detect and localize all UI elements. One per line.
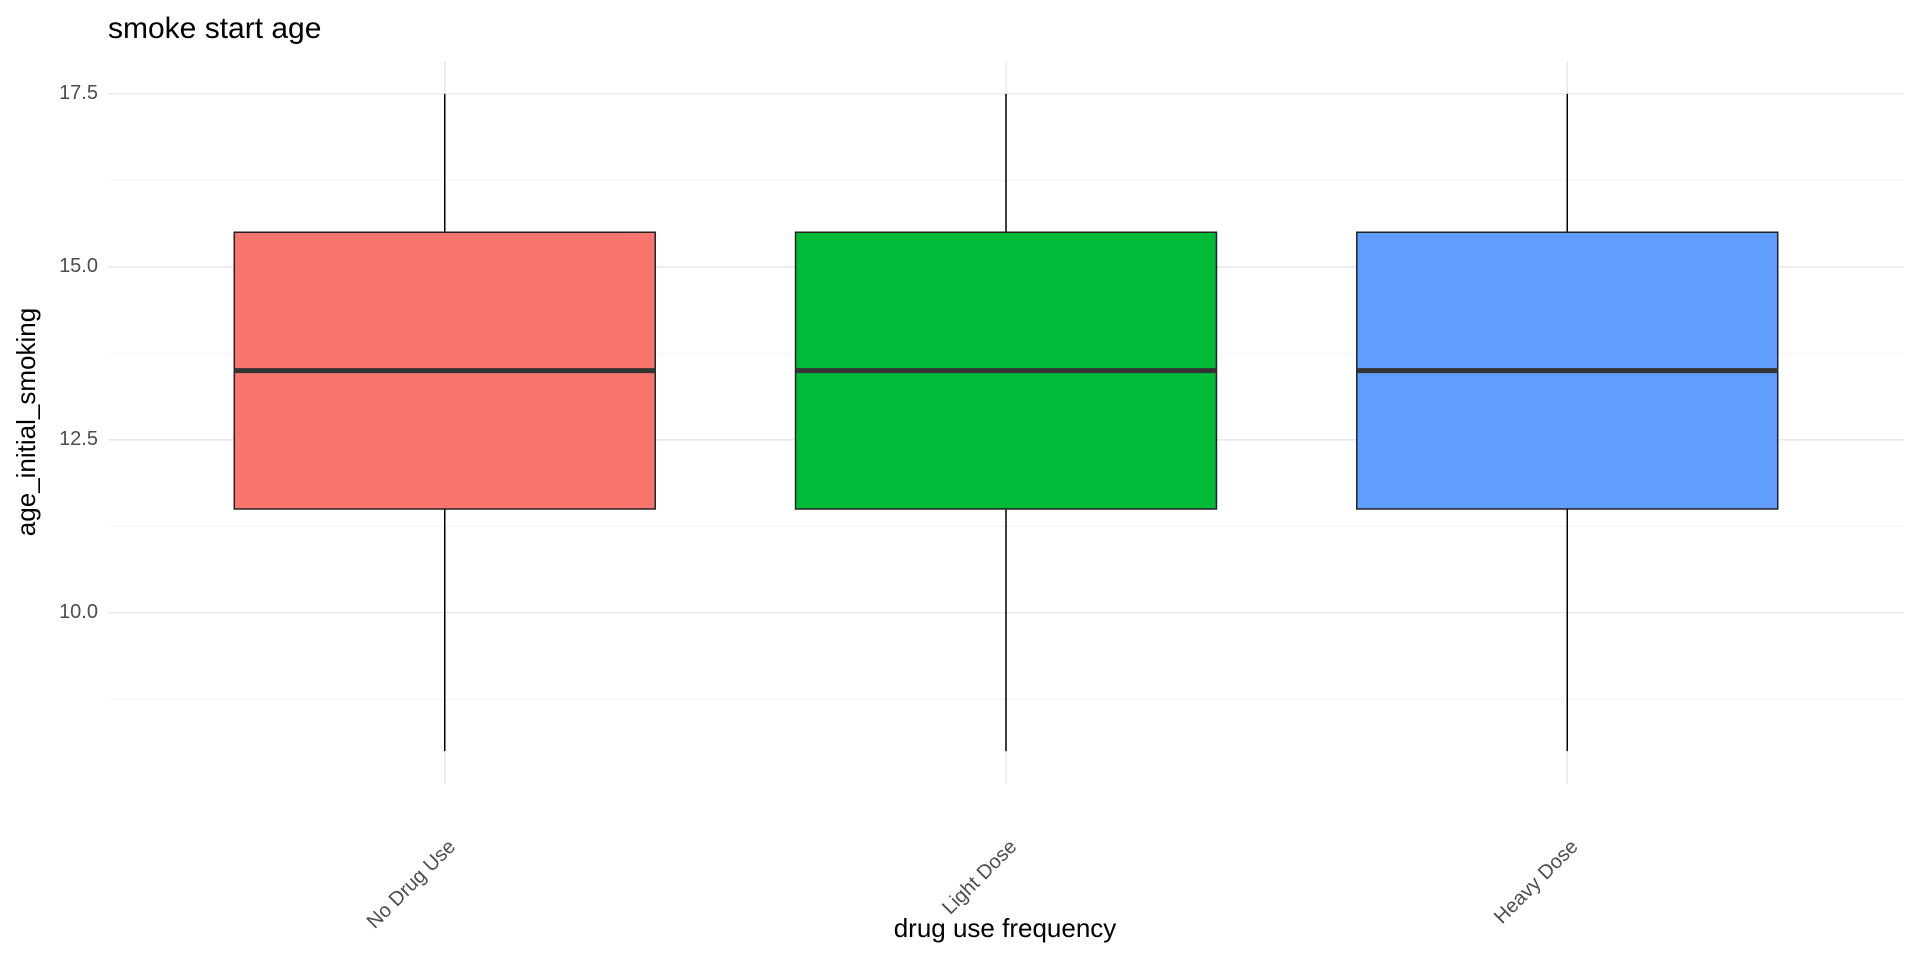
x-tick-label: Light Dose [938, 836, 1021, 919]
y-tick-label: 17.5 [59, 82, 98, 104]
y-tick-label: 15.0 [59, 255, 98, 277]
y-tick-label: 10.0 [59, 601, 98, 623]
chart-title: smoke start age [108, 12, 321, 45]
y-tick-label: 12.5 [59, 428, 98, 450]
x-tick-label: Heavy Dose [1490, 836, 1583, 929]
y-axis-title: age_initial_smoking [11, 308, 41, 536]
x-axis-title: drug use frequency [894, 913, 1117, 943]
x-tick-label: No Drug Use [363, 836, 460, 933]
